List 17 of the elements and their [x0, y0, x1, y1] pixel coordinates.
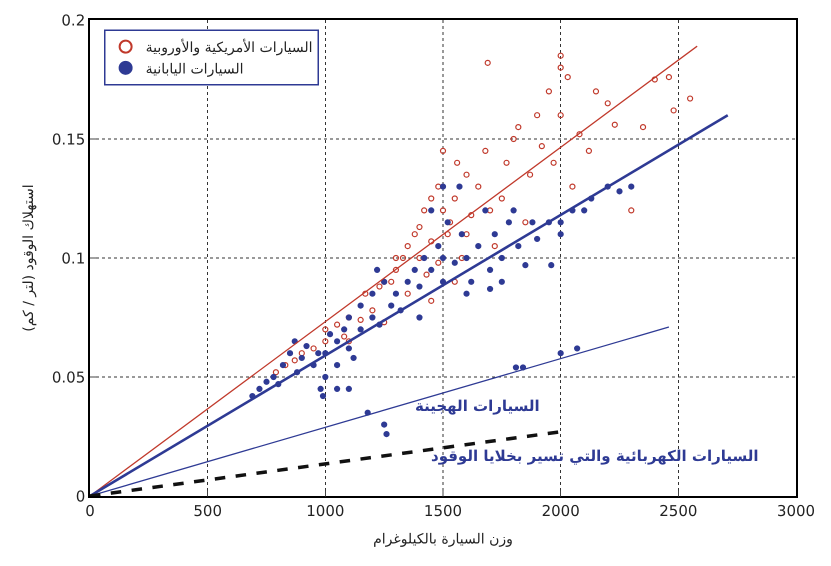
annotation: السيارات الكهربائية والتي تسير بخلايا الوقود [431, 447, 759, 465]
x-tick-label: 1000 [306, 502, 344, 520]
y-tick-label: 0.2 [61, 11, 86, 30]
x-axis-title: وزن السيارة بالكيلوغرام [373, 532, 513, 548]
legend-label: السيارات اليابانية [146, 61, 244, 78]
legend-label: السيارات الأمريكية والأوروبية [146, 38, 312, 56]
x-tick-label: 2000 [542, 502, 580, 520]
annotation: السيارات الهجينة [415, 397, 540, 415]
y-tick-label: 0.15 [52, 130, 86, 148]
x-tick-label: 1500 [424, 502, 462, 520]
y-tick-label: 0.1 [61, 249, 86, 268]
x-tick-label: 3000 [776, 502, 816, 520]
y-axis-title: استهلاك الوقود (لتر / كم) [20, 184, 37, 332]
x-tick-label: 2500 [659, 502, 698, 520]
y-tick-label: 0 [76, 487, 86, 506]
y-tick-label: 0.05 [52, 368, 86, 386]
x-tick-label: 500 [193, 502, 222, 520]
